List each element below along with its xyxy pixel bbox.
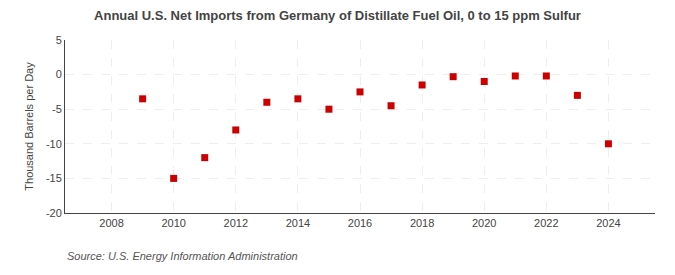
svg-text:2024: 2024 <box>596 217 620 229</box>
svg-text:Annual U.S. Net Imports from G: Annual U.S. Net Imports from Germany of … <box>94 8 581 23</box>
svg-text:2010: 2010 <box>161 217 185 229</box>
svg-text:Source: U.S. Energy Informatio: Source: U.S. Energy Information Administ… <box>67 250 298 262</box>
svg-text:-5: -5 <box>52 103 62 115</box>
svg-text:0: 0 <box>56 68 62 80</box>
svg-text:5: 5 <box>56 34 62 46</box>
svg-text:-20: -20 <box>46 207 62 219</box>
svg-text:-15: -15 <box>46 172 62 184</box>
svg-text:2018: 2018 <box>410 217 434 229</box>
svg-text:2020: 2020 <box>472 217 496 229</box>
svg-text:-10: -10 <box>46 138 62 150</box>
svg-text:2014: 2014 <box>286 217 310 229</box>
svg-text:2012: 2012 <box>224 217 248 229</box>
svg-text:Thousand Barrels per Day: Thousand Barrels per Day <box>23 62 35 191</box>
svg-text:2022: 2022 <box>534 217 558 229</box>
svg-text:2008: 2008 <box>99 217 123 229</box>
svg-text:2016: 2016 <box>348 217 372 229</box>
